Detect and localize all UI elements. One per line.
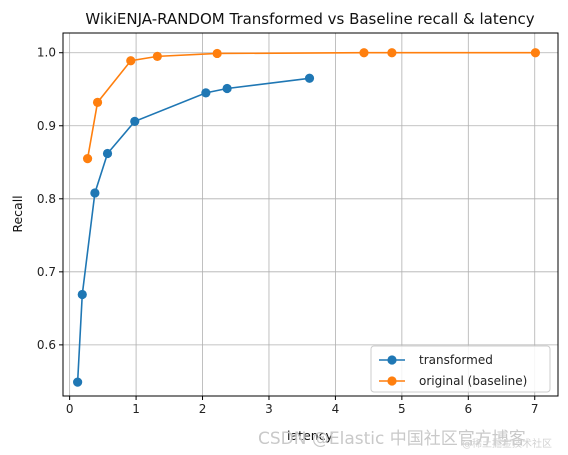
x-axis-label: latency (287, 428, 334, 443)
y-tick-label: 0.6 (37, 338, 56, 352)
watermark-text: CSDN @Elastic 中国社区官方博客 (258, 429, 526, 449)
data-point-transformed (90, 188, 100, 198)
x-tick-label: 5 (398, 402, 406, 416)
series-layer (73, 48, 541, 387)
x-tick-label: 0 (66, 402, 74, 416)
x-axis-ticks: 0 1 2 3 4 5 6 7 (66, 396, 539, 416)
data-point-baseline (212, 48, 222, 59)
x-tick-label: 2 (199, 402, 207, 416)
legend-marker-baseline (387, 376, 397, 386)
data-point-transformed (201, 88, 211, 98)
legend-label-baseline: original (baseline) (419, 374, 527, 388)
data-point-baseline (387, 48, 397, 58)
y-axis-ticks: 0.6 0.7 0.8 0.9 1.0 (37, 46, 63, 352)
data-point-transformed (102, 148, 113, 159)
x-tick-label: 3 (265, 402, 273, 416)
legend-label-transformed: transformed (419, 353, 493, 367)
series-line-baseline (86, 51, 536, 159)
y-tick-label: 0.8 (37, 192, 56, 206)
data-point-baseline (359, 48, 369, 58)
grid (63, 33, 558, 396)
plot-frame (62, 32, 559, 397)
data-point-transformed (73, 377, 83, 387)
chart-title: WikiENJA-RANDOM Transformed vs Baseline … (85, 10, 534, 28)
x-tick-label: 1 (132, 402, 140, 416)
legend-box (370, 345, 551, 393)
data-point-baseline (530, 48, 541, 58)
data-point-baseline (126, 56, 136, 66)
watermark-small-text: @稀土掘金技术社区 (462, 437, 552, 450)
y-tick-label: 1.0 (37, 46, 56, 60)
x-tick-label: 6 (464, 402, 472, 416)
x-tick-label: 7 (531, 402, 539, 416)
x-tick-label: 4 (332, 402, 340, 416)
legend: transformed original (baseline) (370, 345, 551, 393)
data-point-baseline (152, 51, 162, 61)
y-tick-label: 0.9 (37, 119, 56, 133)
data-point-transformed (77, 289, 87, 300)
data-point-baseline (92, 97, 103, 107)
series-line-transformed (76, 77, 310, 383)
y-axis-label: Recall (10, 195, 25, 232)
y-tick-label: 0.7 (37, 265, 56, 279)
data-point-transformed (130, 116, 140, 126)
data-point-baseline (82, 154, 93, 164)
data-point-transformed (222, 83, 232, 94)
legend-marker-transformed (387, 355, 397, 365)
data-point-transformed (304, 73, 315, 83)
